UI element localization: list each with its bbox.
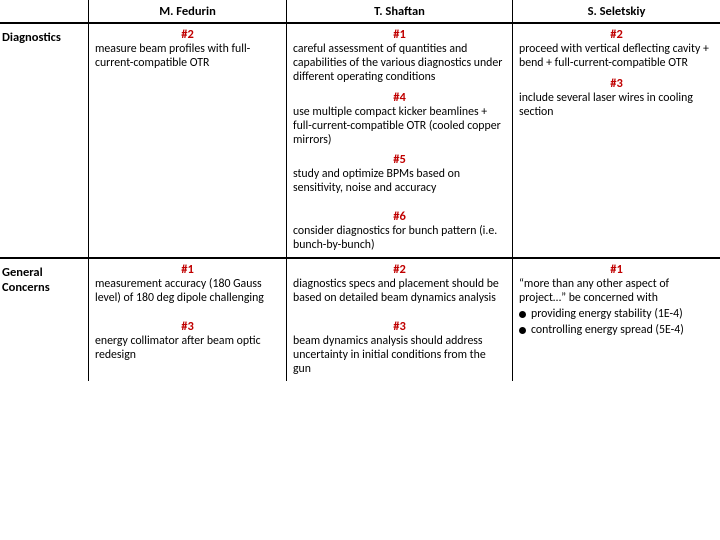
bullet-item: providing energy stability (1E-4)	[519, 308, 714, 324]
cell-diagnostics-c1: #2 measure beam profiles with full-curre…	[88, 24, 286, 257]
bullet-icon	[519, 311, 526, 318]
item-number: #3	[293, 316, 506, 335]
item-number: #3	[519, 73, 714, 92]
item-number: #2	[519, 24, 714, 43]
cell-diagnostics-c2: #1 careful assessment of quantities and …	[286, 24, 512, 257]
item-text: include several laser wires in cooling s…	[519, 92, 714, 122]
cell-diagnostics-c3: #2 proceed with vertical deflecting cavi…	[512, 24, 720, 257]
row-label-diagnostics: Diagnostics	[0, 24, 88, 257]
header-col-1: M. Fedurin	[88, 0, 286, 24]
item-text: consider diagnostics for bunch pattern (…	[293, 225, 506, 255]
item-number: #3	[95, 316, 280, 335]
item-number: #1	[293, 24, 506, 43]
item-text-lead: “more than any other aspect of project…”…	[519, 278, 714, 308]
cell-general-c2: #2 diagnostics specs and placement shoul…	[286, 257, 512, 381]
item-number: #6	[293, 206, 506, 225]
item-text: study and optimize BPMs based on sensiti…	[293, 168, 506, 198]
item-text: measurement accuracy (180 Gauss level) o…	[95, 278, 280, 308]
header-col-2: T. Shaftan	[286, 0, 512, 24]
item-text: measure beam profiles with full-current-…	[95, 43, 280, 73]
row-label-general: General Concerns	[0, 257, 88, 381]
bullet-text: controlling energy spread (5E-4)	[531, 324, 684, 338]
item-text: use multiple compact kicker beamlines + …	[293, 106, 506, 150]
item-number: #2	[95, 24, 280, 43]
header-col-3: S. Seletskiy	[512, 0, 720, 24]
bullet-icon	[519, 327, 526, 334]
comparison-table: M. Fedurin T. Shaftan S. Seletskiy Diagn…	[0, 0, 720, 381]
item-text: diagnostics specs and placement should b…	[293, 278, 506, 308]
item-text: proceed with vertical deflecting cavity …	[519, 43, 714, 73]
bullet-text: providing energy stability (1E-4)	[531, 308, 683, 322]
cell-general-c1: #1 measurement accuracy (180 Gauss level…	[88, 257, 286, 381]
item-number: #2	[293, 259, 506, 278]
item-number: #1	[95, 259, 280, 278]
item-text: energy collimator after beam optic redes…	[95, 335, 280, 365]
item-text: beam dynamics analysis should address un…	[293, 335, 506, 379]
header-blank	[0, 0, 88, 24]
item-number: #4	[293, 87, 506, 106]
item-number: #1	[519, 259, 714, 278]
item-text: careful assessment of quantities and cap…	[293, 43, 506, 87]
cell-general-c3: #1 “more than any other aspect of projec…	[512, 257, 720, 381]
bullet-item: controlling energy spread (5E-4)	[519, 324, 714, 340]
item-number: #5	[293, 149, 506, 168]
